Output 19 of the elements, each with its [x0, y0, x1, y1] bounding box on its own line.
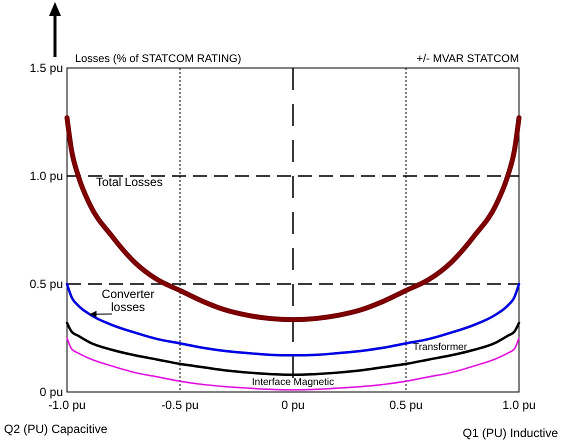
x-tick-label: -1.0 pu [48, 398, 86, 412]
text: Q2 (PU) Capacitive [4, 422, 108, 436]
y-tick-label: 0 pu [40, 385, 63, 399]
text: +/- MVAR STATCOM [416, 53, 519, 65]
y-tick-label: 1.0 pu [30, 169, 63, 183]
line-series [66, 337, 520, 391]
y-axis-title: Losses (% of STATCOM RATING) [75, 53, 242, 65]
series-label: Transformer [412, 342, 468, 353]
x-tick-label: 0.5 pu [389, 398, 423, 412]
y-tick-label: 0.5 pu [30, 277, 63, 291]
series-label: Interface Magnetic [252, 377, 334, 388]
x-tick-label: -0.5 pu [161, 398, 199, 412]
y-tick-label: 1.5 pu [30, 61, 63, 75]
x-axis-title: Q1 (PU) Inductive [462, 426, 558, 440]
x-tick-label: 1.0 pu [502, 398, 536, 412]
line-series [66, 282, 520, 357]
x-tick-label: 0 pu [281, 398, 305, 412]
series-label: Total Losses [96, 175, 163, 189]
series-label: Converter losses [102, 287, 154, 314]
